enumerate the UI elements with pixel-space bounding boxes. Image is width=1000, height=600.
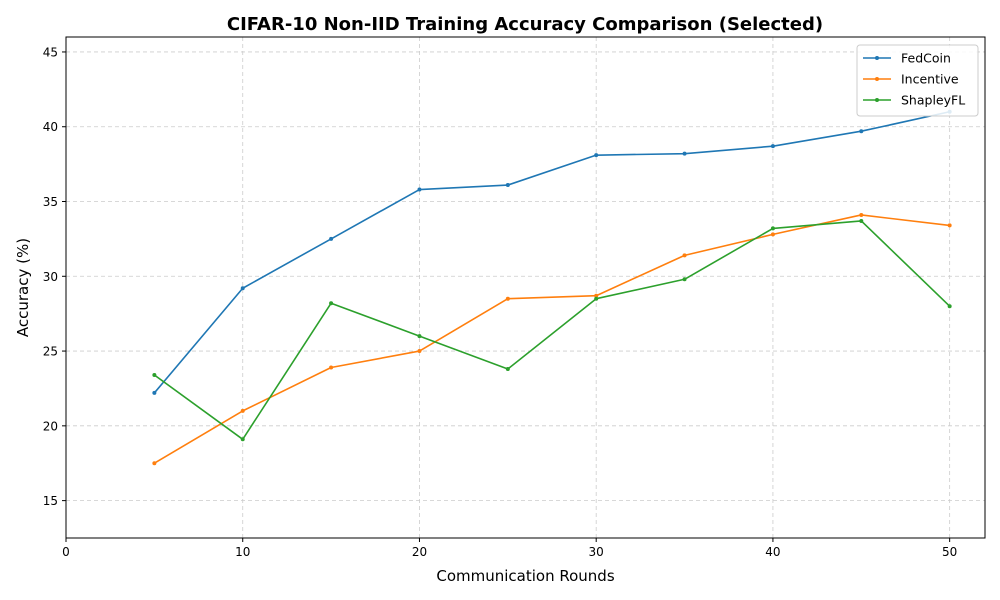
shapleyfl-point xyxy=(947,304,952,309)
series-fedcoin xyxy=(152,109,952,395)
y-tick-label: 25 xyxy=(43,345,58,359)
fedcoin-point xyxy=(152,390,157,395)
incentive-point xyxy=(947,223,952,228)
y-tick-label: 40 xyxy=(43,120,58,134)
incentive-point xyxy=(329,365,334,370)
legend-item-fedcoin: FedCoin xyxy=(863,51,951,66)
shapleyfl-point xyxy=(682,277,687,282)
fedcoin-point xyxy=(770,144,775,149)
legend-marker xyxy=(875,56,879,60)
x-tick-label: 30 xyxy=(589,545,604,559)
legend-label: Incentive xyxy=(901,72,959,87)
incentive-point xyxy=(770,232,775,237)
fedcoin-point xyxy=(240,286,245,291)
axis-ticks: 0 10 20 30 40 50 15 20 25 30 35 40 45 xyxy=(43,45,958,559)
legend-items: FedCoin Incentive ShapleyFL xyxy=(863,51,965,108)
fedcoin-point xyxy=(682,151,687,156)
incentive-point xyxy=(417,349,422,354)
x-tick-label: 40 xyxy=(765,545,780,559)
fedcoin-point xyxy=(329,236,334,241)
shapleyfl-point xyxy=(594,296,599,301)
legend-box xyxy=(856,44,979,117)
x-tick-label: 0 xyxy=(62,545,70,559)
shapleyfl-point xyxy=(152,372,157,377)
legend-label: FedCoin xyxy=(901,51,951,66)
incentive-point xyxy=(152,461,157,466)
y-axis-title: Accuracy (%) xyxy=(14,238,32,337)
legend-marker xyxy=(875,98,879,102)
fedcoin-point xyxy=(417,187,422,192)
chart-title: CIFAR-10 Non-IID Training Accuracy Compa… xyxy=(227,14,823,35)
incentive-point xyxy=(240,408,245,413)
legend-item-incentive: Incentive xyxy=(863,72,959,87)
y-tick-label: 15 xyxy=(43,494,58,508)
y-tick-label: 30 xyxy=(43,270,58,284)
y-tick-label: 35 xyxy=(43,195,58,209)
incentive-point xyxy=(859,212,864,217)
y-tick-label: 20 xyxy=(43,419,58,433)
x-tick-label: 10 xyxy=(235,545,250,559)
plot-frame xyxy=(65,36,986,539)
fedcoin-point xyxy=(859,129,864,134)
x-tick-label: 20 xyxy=(412,545,427,559)
shapleyfl-point xyxy=(770,226,775,231)
legend-marker xyxy=(875,77,879,81)
series-incentive xyxy=(152,212,952,466)
series-shapleyfl xyxy=(152,218,952,442)
shapleyfl-point xyxy=(417,334,422,339)
series-layer xyxy=(152,109,952,466)
shapleyfl-point xyxy=(505,367,510,372)
legend-item-shapleyfl: ShapleyFL xyxy=(863,93,965,108)
incentive-point xyxy=(682,253,687,258)
x-tick-label: 50 xyxy=(942,545,957,559)
incentive-point xyxy=(505,296,510,301)
fedcoin-point xyxy=(594,153,599,158)
fedcoin-line xyxy=(153,110,950,394)
shapleyfl-point xyxy=(329,301,334,306)
y-tick-label: 45 xyxy=(43,45,58,59)
grid xyxy=(65,37,985,538)
fedcoin-point xyxy=(505,183,510,188)
legend: FedCoin Incentive ShapleyFL xyxy=(856,44,979,117)
shapleyfl-line xyxy=(153,220,951,441)
legend-label: ShapleyFL xyxy=(901,93,965,108)
incentive-point xyxy=(594,293,599,298)
shapleyfl-point xyxy=(240,437,245,442)
x-axis-title: Communication Rounds xyxy=(436,567,614,585)
shapleyfl-point xyxy=(859,218,864,223)
